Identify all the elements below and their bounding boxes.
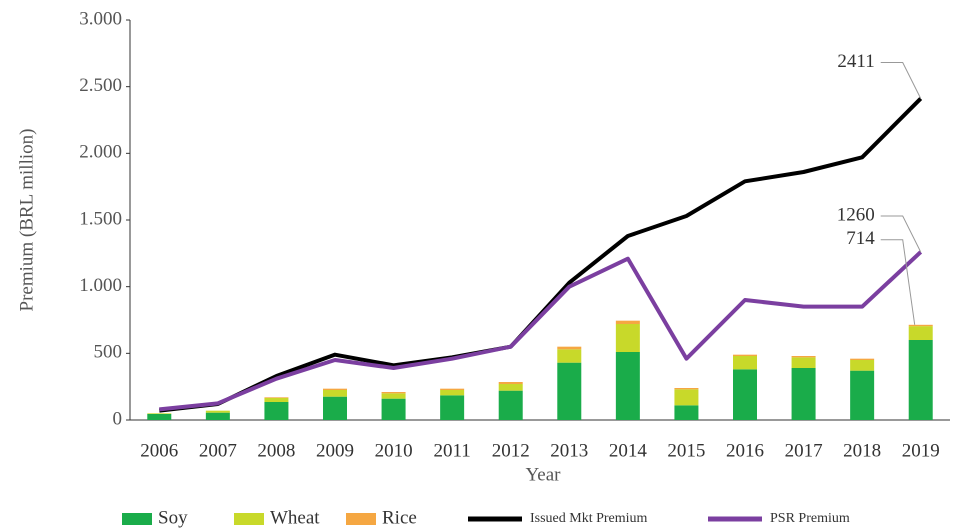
- bar: [850, 358, 875, 360]
- y-tick-label: 500: [94, 342, 123, 363]
- bar: [440, 388, 465, 390]
- bar: [264, 397, 289, 398]
- x-tick-label: 2008: [257, 440, 295, 461]
- data-label: 1260: [837, 204, 875, 225]
- bar: [615, 352, 640, 420]
- bar: [323, 388, 347, 390]
- x-axis-label: Year: [525, 464, 561, 485]
- bar: [264, 402, 289, 420]
- x-tick-label: 2010: [375, 440, 413, 461]
- legend-swatch: [122, 513, 152, 525]
- bar: [791, 356, 816, 358]
- bar: [733, 354, 757, 356]
- bar: [264, 398, 289, 402]
- x-tick-label: 2015: [667, 440, 705, 461]
- leader-line: [880, 62, 922, 99]
- bar: [733, 369, 757, 420]
- bar: [615, 320, 640, 324]
- legend-swatch: [234, 513, 264, 525]
- bar: [323, 390, 347, 397]
- y-tick-label: 2.000: [79, 142, 122, 163]
- x-tick-label: 2011: [433, 440, 470, 461]
- data-label: 2411: [837, 51, 874, 72]
- x-tick-label: 2007: [199, 440, 237, 461]
- bar: [791, 368, 816, 420]
- bar: [498, 384, 523, 391]
- x-tick-label: 2013: [550, 440, 588, 461]
- y-tick-label: 0: [113, 408, 123, 429]
- annotation: 714: [846, 228, 875, 249]
- bar: [557, 362, 582, 420]
- x-tick-label: 2006: [140, 440, 178, 461]
- bar: [733, 356, 757, 370]
- legend-label: Soy: [158, 507, 188, 528]
- x-tick-label: 2012: [492, 440, 530, 461]
- bar: [908, 326, 933, 340]
- bar: [674, 388, 699, 390]
- legend-label: Issued Mkt Premium: [530, 511, 648, 526]
- x-tick-label: 2009: [316, 440, 354, 461]
- bar: [440, 390, 465, 396]
- x-tick-label: 2018: [843, 440, 881, 461]
- bar: [381, 393, 406, 399]
- bar: [908, 324, 933, 327]
- bar: [205, 410, 230, 413]
- bar: [557, 349, 582, 363]
- bar: [850, 360, 875, 371]
- y-tick-label: 1.500: [79, 208, 122, 229]
- bar: [674, 405, 699, 420]
- bar: [323, 396, 347, 420]
- x-tick-label: 2014: [609, 440, 648, 461]
- bar: [850, 370, 875, 420]
- legend-swatch: [346, 513, 376, 525]
- bar: [791, 357, 816, 368]
- legend-label: PSR Premium: [770, 511, 850, 526]
- y-axis-label: Premium (BRL million): [16, 129, 37, 312]
- legend-label: Wheat: [270, 507, 320, 528]
- bar: [498, 390, 523, 420]
- leader-line: [880, 215, 922, 253]
- y-tick-label: 1.000: [79, 275, 122, 296]
- y-tick-label: 2.500: [79, 75, 122, 96]
- line: [159, 250, 923, 412]
- legend-label: Rice: [382, 507, 417, 528]
- y-tick-label: 3.000: [79, 8, 122, 29]
- leader-line: [880, 239, 916, 325]
- bar: [674, 389, 699, 406]
- bar: [147, 413, 172, 414]
- bar: [908, 340, 933, 420]
- bar: [381, 398, 406, 420]
- bar: [205, 412, 230, 420]
- bar: [498, 382, 523, 384]
- x-tick-label: 2019: [902, 440, 940, 461]
- bar: [440, 395, 465, 420]
- bar: [381, 392, 406, 394]
- bar: [147, 414, 172, 420]
- x-tick-label: 2016: [726, 440, 764, 461]
- x-tick-label: 2017: [785, 440, 823, 461]
- bar: [557, 346, 582, 350]
- bar: [615, 324, 640, 352]
